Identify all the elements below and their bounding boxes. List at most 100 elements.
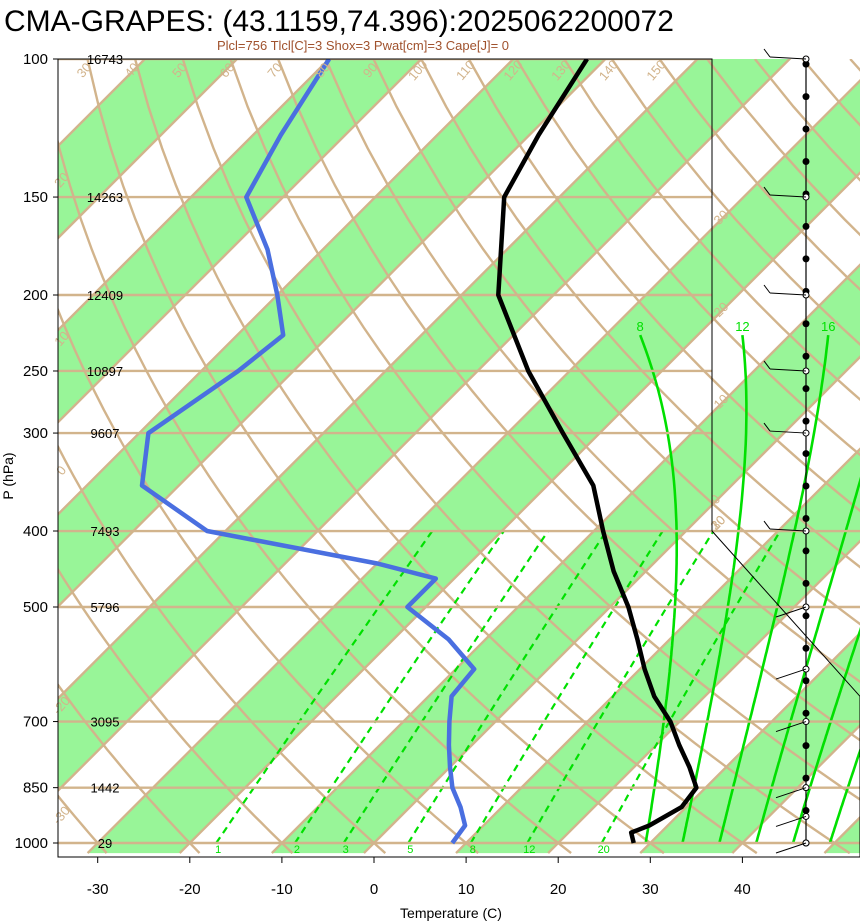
- moist-adiabat-label: 16: [821, 319, 835, 334]
- dry-adiabat-line: [58, 682, 201, 854]
- wind-barb-feather: [763, 186, 771, 196]
- isotherm-line: [58, 59, 700, 701]
- isotherm-line: [58, 59, 423, 424]
- height-label: 5796: [91, 600, 120, 615]
- level-dot: [802, 644, 810, 652]
- pressure-tick-label: 400: [23, 523, 48, 540]
- height-label: 1442: [91, 781, 120, 796]
- wind-barb: [769, 194, 807, 198]
- wind-barb-feather: [763, 48, 771, 58]
- pressure-tick-label: 700: [23, 714, 48, 731]
- temperature-tick-label: 10: [458, 881, 475, 898]
- level-dot: [802, 579, 810, 587]
- moist-adiabat-label: 8: [637, 319, 644, 334]
- mixing-ratio-label: 20: [598, 844, 610, 856]
- isotherm-line: [86, 79, 860, 854]
- level-dot: [802, 612, 810, 620]
- pressure-tick-label: 1000: [15, 835, 48, 852]
- wind-barb: [769, 56, 807, 60]
- moist-adiabat-line: [828, 747, 860, 844]
- dry-adiabat-line: [372, 59, 860, 626]
- plot-area: [58, 59, 860, 855]
- height-label: 7493: [91, 524, 120, 539]
- temperature-tick-label: -10: [271, 881, 293, 898]
- dry-adiabat-line: [324, 59, 860, 684]
- mixing-ratio-label: 1: [215, 844, 221, 856]
- wind-barb-column: [763, 48, 810, 854]
- pressure-tick-label: 500: [23, 599, 48, 616]
- level-dot: [802, 158, 810, 166]
- mixing-ratio-label: 12: [523, 844, 535, 856]
- level-dot: [802, 417, 810, 425]
- temperature-tick-label: -20: [179, 881, 201, 898]
- wind-barb-feather: [763, 284, 771, 294]
- mixing-ratio-label: 2: [294, 844, 300, 856]
- level-dot: [802, 742, 810, 750]
- temperature-tick-label: 20: [550, 881, 567, 898]
- level-dot: [802, 709, 810, 717]
- temperature-profile: [496, 59, 699, 844]
- wind-barb: [775, 787, 807, 799]
- height-label: 29: [98, 836, 112, 851]
- dewpoint-profile: [139, 59, 477, 845]
- wind-barb-feather: [763, 422, 771, 432]
- level-dot: [802, 514, 810, 522]
- level-dot: [802, 60, 810, 68]
- mixing-ratio-line: [600, 530, 782, 844]
- chart-title: CMA-GRAPES: (43.1159,74.396):20250622000…: [4, 5, 674, 38]
- chart-subtitle: Plcl=756 Tlcl[C]=3 Shox=3 Pwat[cm]=3 Cap…: [217, 38, 509, 53]
- dry-adiabat-label: 150: [643, 57, 668, 83]
- pressure-tick-label: 150: [23, 189, 48, 206]
- isotherm-line: [58, 59, 331, 332]
- level-dot: [802, 93, 810, 101]
- dry-adiabat-line: [563, 59, 860, 402]
- moist-adiabat-line: [791, 626, 860, 844]
- x-axis-label: Temperature (C): [400, 905, 502, 921]
- level-dot: [802, 547, 810, 555]
- dry-adiabat-line: [58, 794, 108, 854]
- isotherm-bands: [58, 59, 860, 854]
- mixing-ratio-label: 3: [343, 844, 349, 856]
- temperature-tick-label: -30: [87, 881, 109, 898]
- pressure-tick-label: 250: [23, 363, 48, 380]
- plot-frame: [57, 58, 860, 858]
- y-axis-label: P (hPa): [0, 452, 16, 499]
- level-dot: [802, 125, 810, 133]
- isotherm-line: [639, 631, 860, 854]
- wind-barb: [775, 815, 807, 827]
- wind-barb: [775, 606, 807, 618]
- isotherm-line: [455, 447, 860, 854]
- level-dot: [802, 774, 810, 782]
- height-label: 9607: [91, 426, 120, 441]
- moist-adiabat-line: [718, 334, 830, 844]
- level-dot: [802, 352, 810, 360]
- dry-adiabat-line: [58, 567, 294, 854]
- level-dot: [802, 807, 810, 815]
- pressure-tick-label: 200: [23, 287, 48, 304]
- isotherm-line: [270, 263, 860, 854]
- dry-adiabat-line: [58, 306, 479, 855]
- height-label: 14263: [87, 190, 123, 205]
- height-label: 16743: [87, 52, 123, 67]
- level-dot: [802, 677, 810, 685]
- temperature-axis: -30 -20 -10 0 10 20 30 40: [87, 857, 751, 898]
- dry-adiabat-line: [515, 59, 860, 457]
- level-dot: [802, 385, 810, 393]
- wind-barb: [775, 668, 807, 680]
- dry-adiabat-line: [229, 59, 860, 801]
- wind-barb: [775, 842, 807, 854]
- isotherm-line: [363, 355, 860, 854]
- level-dot: [802, 255, 810, 263]
- wind-barb: [769, 430, 807, 434]
- dry-adiabat-line: [467, 59, 860, 513]
- moist-adiabat-labels: 8121620242832: [637, 319, 836, 334]
- isotherm-line: [58, 59, 792, 793]
- pressure-tick-label: 100: [23, 51, 48, 68]
- isobar-lines: [58, 59, 860, 845]
- wind-barb: [769, 368, 807, 372]
- dry-adiabat-label: 70: [264, 60, 285, 81]
- moist-adiabat-label: 12: [735, 319, 749, 334]
- temperature-tick-label: 30: [642, 881, 659, 898]
- isotherm-line: [547, 539, 860, 854]
